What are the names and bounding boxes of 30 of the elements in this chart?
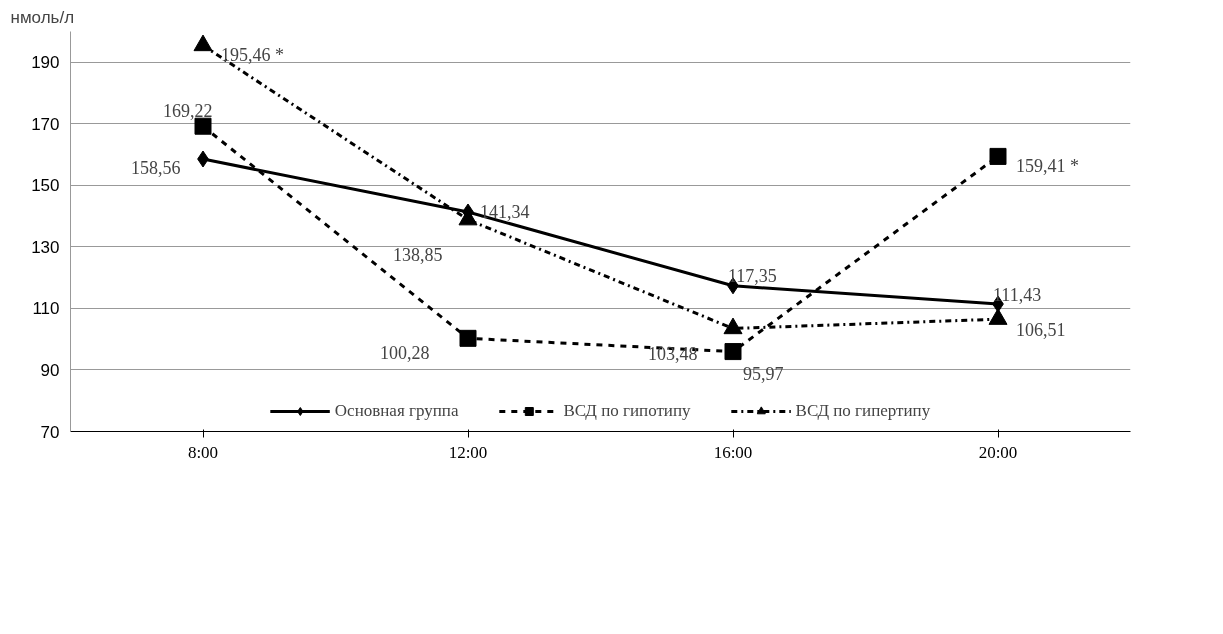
y-tick-label: 150 <box>31 176 60 196</box>
y-tick-label: 90 <box>40 360 60 380</box>
x-tick-label: 16:00 <box>713 442 753 462</box>
y-tick-label: 170 <box>31 114 60 134</box>
data-label: 100,28 <box>380 342 430 363</box>
legend-label: ВСД по гипертипу <box>795 401 931 421</box>
point <box>989 147 1007 165</box>
data-label: 111,43 <box>993 284 1042 305</box>
data-label: 106,51 <box>1016 319 1066 340</box>
data-label: 117,35 <box>728 266 777 287</box>
point <box>724 343 742 361</box>
data-label: 169,22 <box>163 100 213 121</box>
data-label: 138,85 <box>393 245 443 266</box>
x-tick-label: 8:00 <box>187 442 219 462</box>
x-tick-label: 20:00 <box>978 442 1018 462</box>
data-label: 103,48 <box>648 343 698 364</box>
data-label: 195,46 * <box>221 45 284 66</box>
point <box>459 329 477 347</box>
y-tick-label: 70 <box>40 422 60 442</box>
y-axis-title: нмоль/л <box>10 7 75 27</box>
y-tick-label: 130 <box>31 237 60 257</box>
x-tick-label: 12:00 <box>448 442 488 462</box>
data-label: 159,41 * <box>1016 156 1079 177</box>
y-tick-label: 190 <box>31 53 60 73</box>
data-label: 158,56 <box>131 157 181 178</box>
data-label: 95,97 <box>743 364 784 385</box>
y-tick-label: 110 <box>32 299 60 319</box>
legend-label: Основная группа <box>334 401 459 421</box>
legend-label: ВСД по гипотипу <box>563 401 691 421</box>
data-label: 141,34 <box>480 202 530 223</box>
